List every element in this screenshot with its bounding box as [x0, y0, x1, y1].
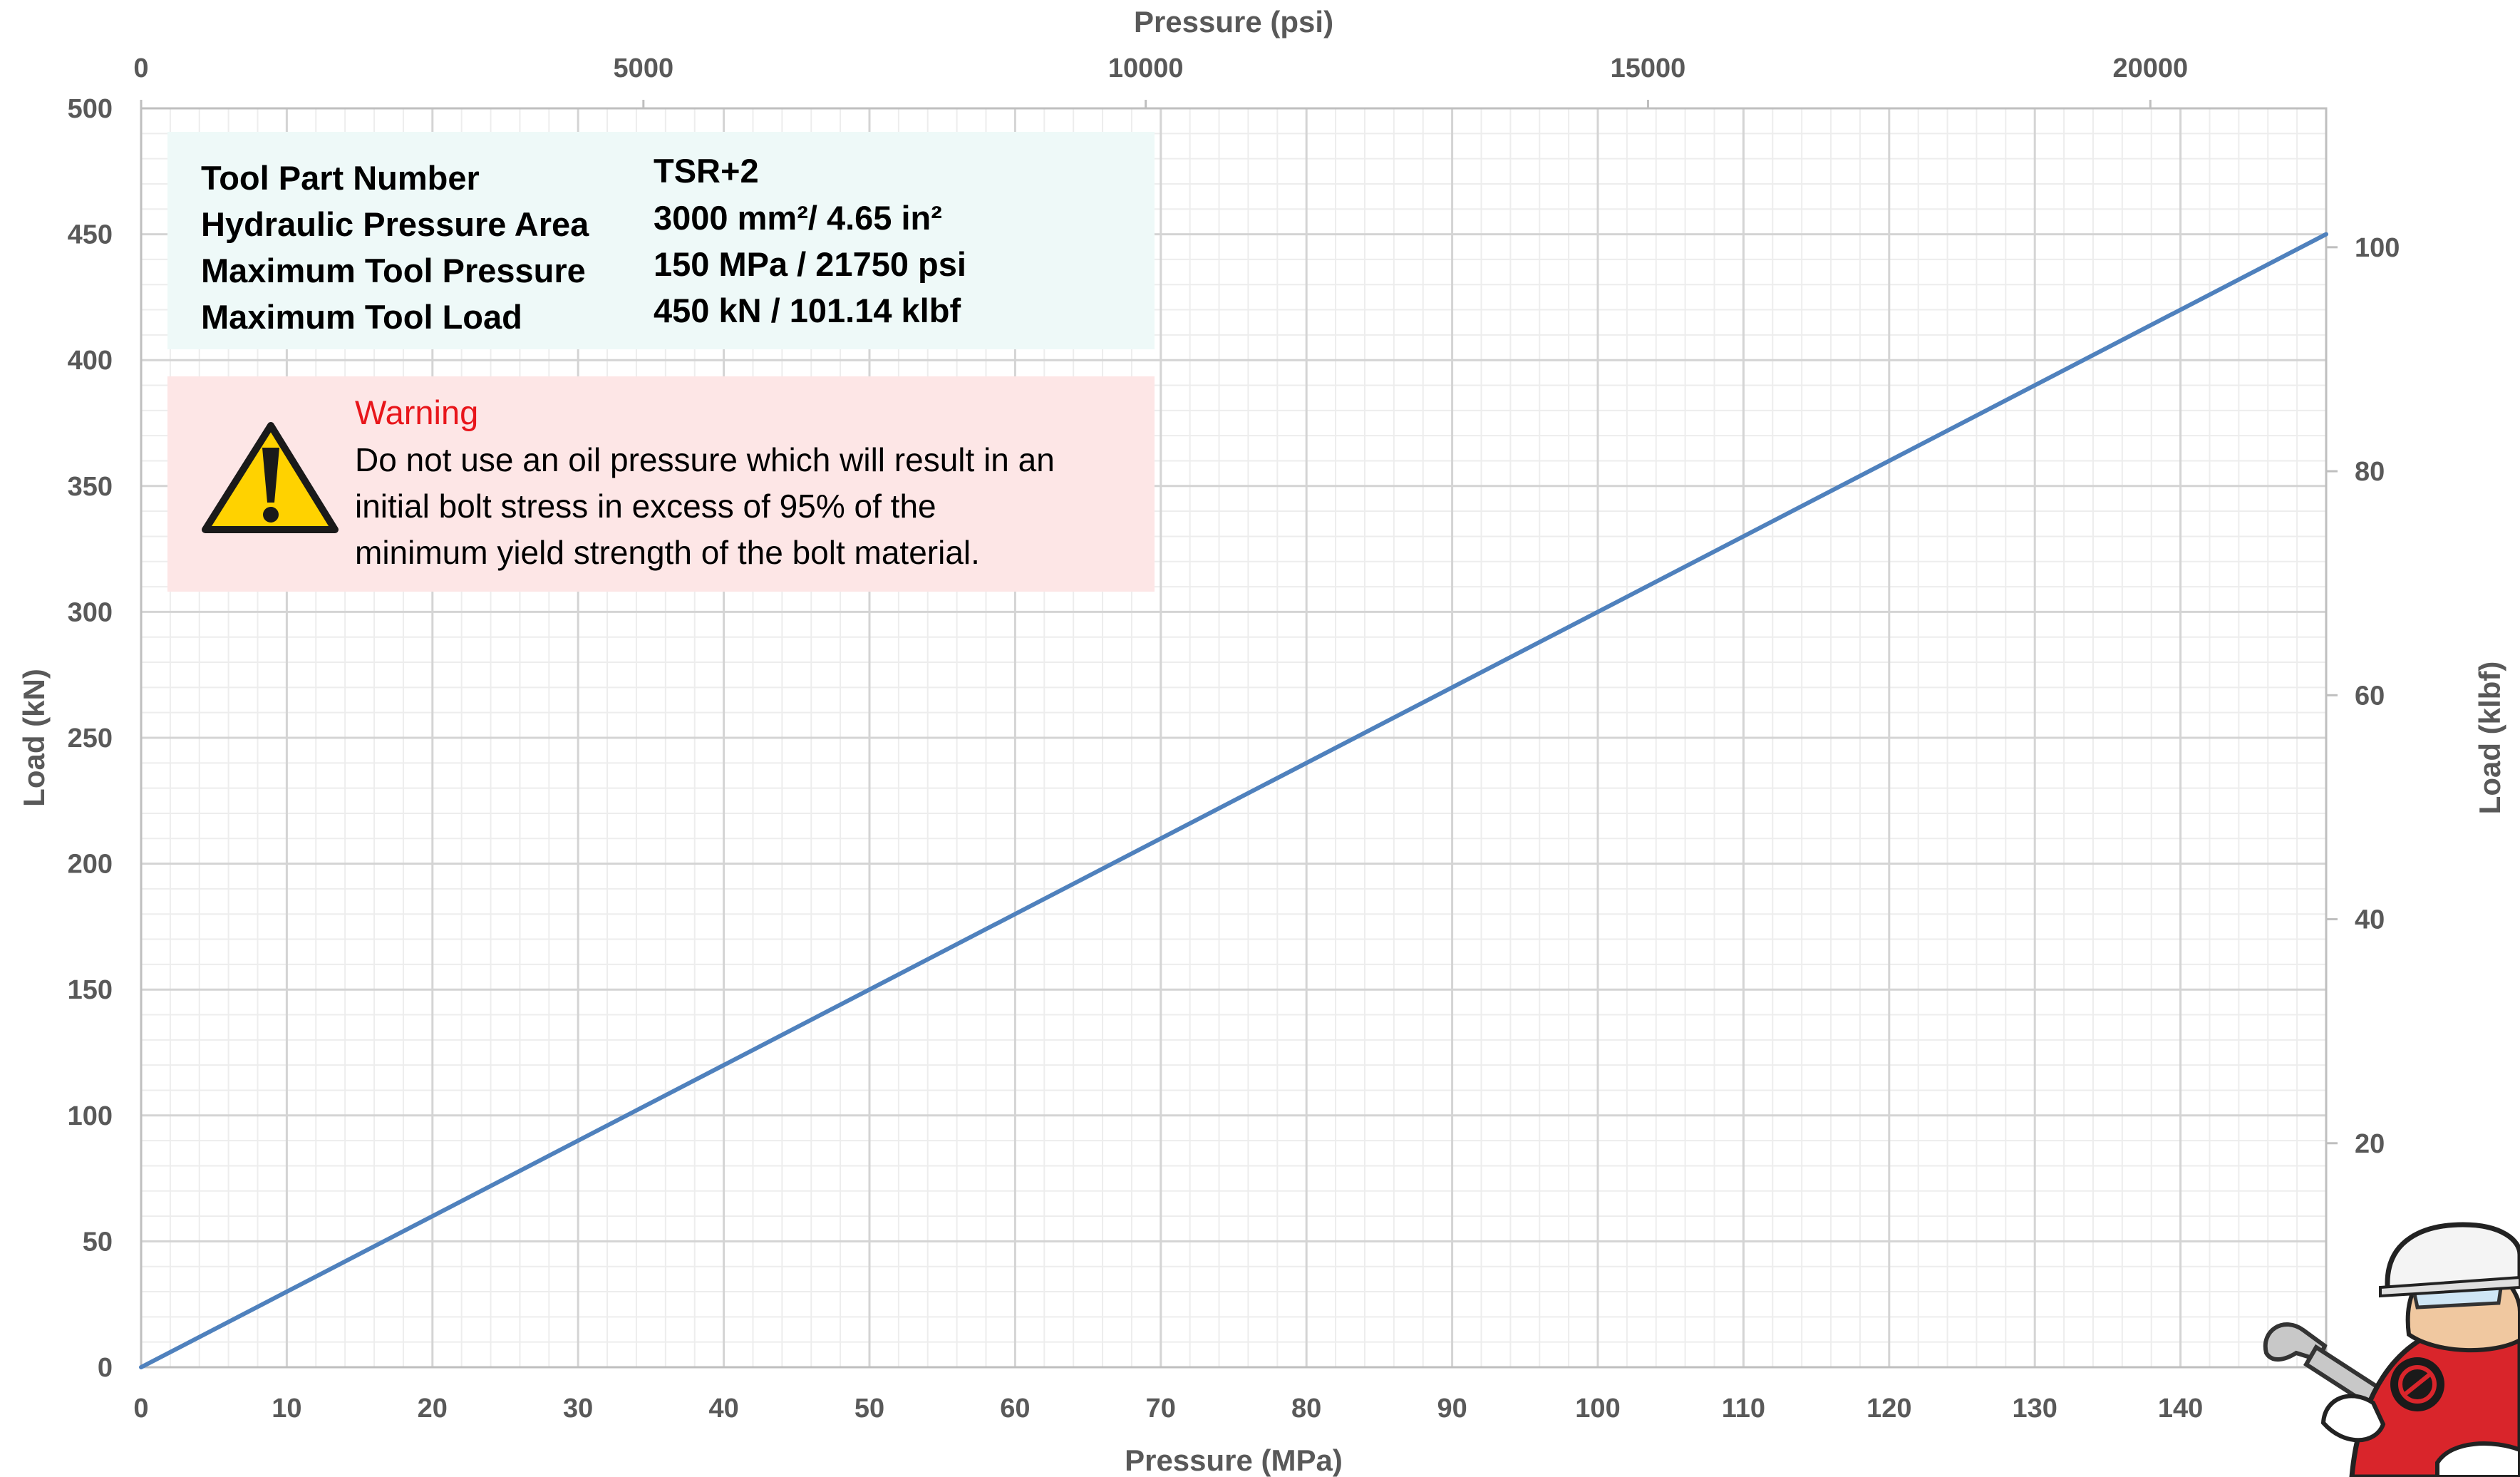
info-box: Tool Part Number TSR+2 Hydraulic Pressur… — [167, 132, 1155, 349]
x-bottom-tick-label: 70 — [1146, 1394, 1176, 1424]
warning-line-3: minimum yield strength of the bolt mater… — [355, 534, 980, 571]
x-bottom-tick-label: 140 — [2158, 1394, 2203, 1424]
warning-triangle-icon — [202, 422, 339, 533]
x-bottom-tick-label: 20 — [418, 1394, 448, 1424]
x-top-tick-label: 0 — [133, 53, 148, 83]
info-box-background — [167, 132, 1155, 349]
warning-line-1: Do not use an oil pressure which will re… — [355, 441, 1055, 478]
y-left-tick-label: 500 — [68, 94, 113, 124]
x-bottom-tick-label: 10 — [272, 1394, 301, 1424]
y-right-tick-label: 100 — [2355, 233, 2400, 263]
info-value-max-pressure: 150 MPa / 21750 psi — [654, 245, 966, 283]
x-top-tick-label: 15000 — [1611, 53, 1686, 83]
x-axis-top-title: Pressure (psi) — [1134, 5, 1333, 38]
y-axis-left-ticks: 0 50 100 150 200 250 300 350 400 450 500 — [68, 94, 113, 1383]
y-right-tick-label: 20 — [2355, 1129, 2385, 1159]
series-line-load — [139, 232, 2328, 1369]
warning-box-background — [167, 376, 1155, 592]
warning-line-2: initial bolt stress in excess of 95% of … — [355, 488, 936, 525]
info-label-max-load: Maximum Tool Load — [201, 298, 522, 336]
y-left-tick-label: 100 — [68, 1101, 113, 1131]
x-top-tick-label: 20000 — [2112, 53, 2188, 83]
x-bottom-tick-label: 90 — [1437, 1394, 1467, 1424]
info-label-part-number: Tool Part Number — [201, 159, 480, 197]
mechanic-mascot-icon — [2263, 1222, 2520, 1477]
x-bottom-tick-label: 40 — [708, 1394, 738, 1424]
y-axis-right-ticks: 20 40 60 80 100 — [2326, 233, 2400, 1159]
y-left-tick-label: 50 — [83, 1227, 113, 1257]
y-axis-left-title: Load (kN) — [17, 669, 51, 807]
y-axis-right-title: Load (klbf) — [2473, 662, 2506, 815]
x-bottom-tick-label: 30 — [563, 1394, 593, 1424]
y-left-tick-label: 400 — [68, 346, 113, 376]
y-left-tick-label: 200 — [68, 850, 113, 880]
info-label-max-pressure: Maximum Tool Pressure — [201, 252, 586, 289]
x-bottom-tick-label: 60 — [1000, 1394, 1030, 1424]
x-bottom-tick-label: 80 — [1291, 1394, 1321, 1424]
y-right-tick-label: 60 — [2355, 681, 2385, 711]
x-bottom-tick-label: 0 — [133, 1394, 148, 1424]
info-label-pressure-area: Hydraulic Pressure Area — [201, 205, 589, 243]
x-bottom-tick-label: 120 — [1866, 1394, 1911, 1424]
info-value-part-number: TSR+2 — [654, 152, 759, 190]
plot-border — [140, 107, 2328, 1369]
x-axis-bottom-ticks: 0 10 20 30 40 50 60 70 80 90 100 110 120 130 140 — [133, 1394, 2203, 1424]
y-left-tick-label: 300 — [68, 597, 113, 627]
x-axis-bottom-title: Pressure (MPa) — [1125, 1443, 1343, 1477]
y-left-tick-label: 350 — [68, 472, 113, 502]
info-value-pressure-area: 3000 mm²/ 4.65 in² — [654, 199, 942, 237]
y-left-tick-label: 250 — [68, 724, 113, 753]
x-bottom-tick-label: 100 — [1575, 1394, 1620, 1424]
y-left-tick-label: 150 — [68, 975, 113, 1005]
y-right-tick-label: 80 — [2355, 457, 2385, 487]
y-right-tick-label: 40 — [2355, 905, 2385, 935]
y-left-tick-label: 0 — [98, 1353, 113, 1383]
y-left-tick-label: 450 — [68, 220, 113, 250]
x-bottom-tick-label: 110 — [1722, 1394, 1765, 1424]
x-bottom-tick-label: 50 — [854, 1394, 884, 1424]
info-value-max-load: 450 kN / 101.14 klbf — [654, 292, 961, 329]
x-axis-top-ticks: 0 5000 10000 15000 20000 — [133, 53, 2188, 108]
x-top-tick-label: 10000 — [1108, 53, 1184, 83]
x-top-tick-label: 5000 — [614, 53, 674, 83]
x-bottom-tick-label: 130 — [2012, 1394, 2057, 1424]
warning-title: Warning — [355, 393, 478, 431]
warning-box: Warning Do not use an oil pressure which… — [167, 376, 1155, 592]
